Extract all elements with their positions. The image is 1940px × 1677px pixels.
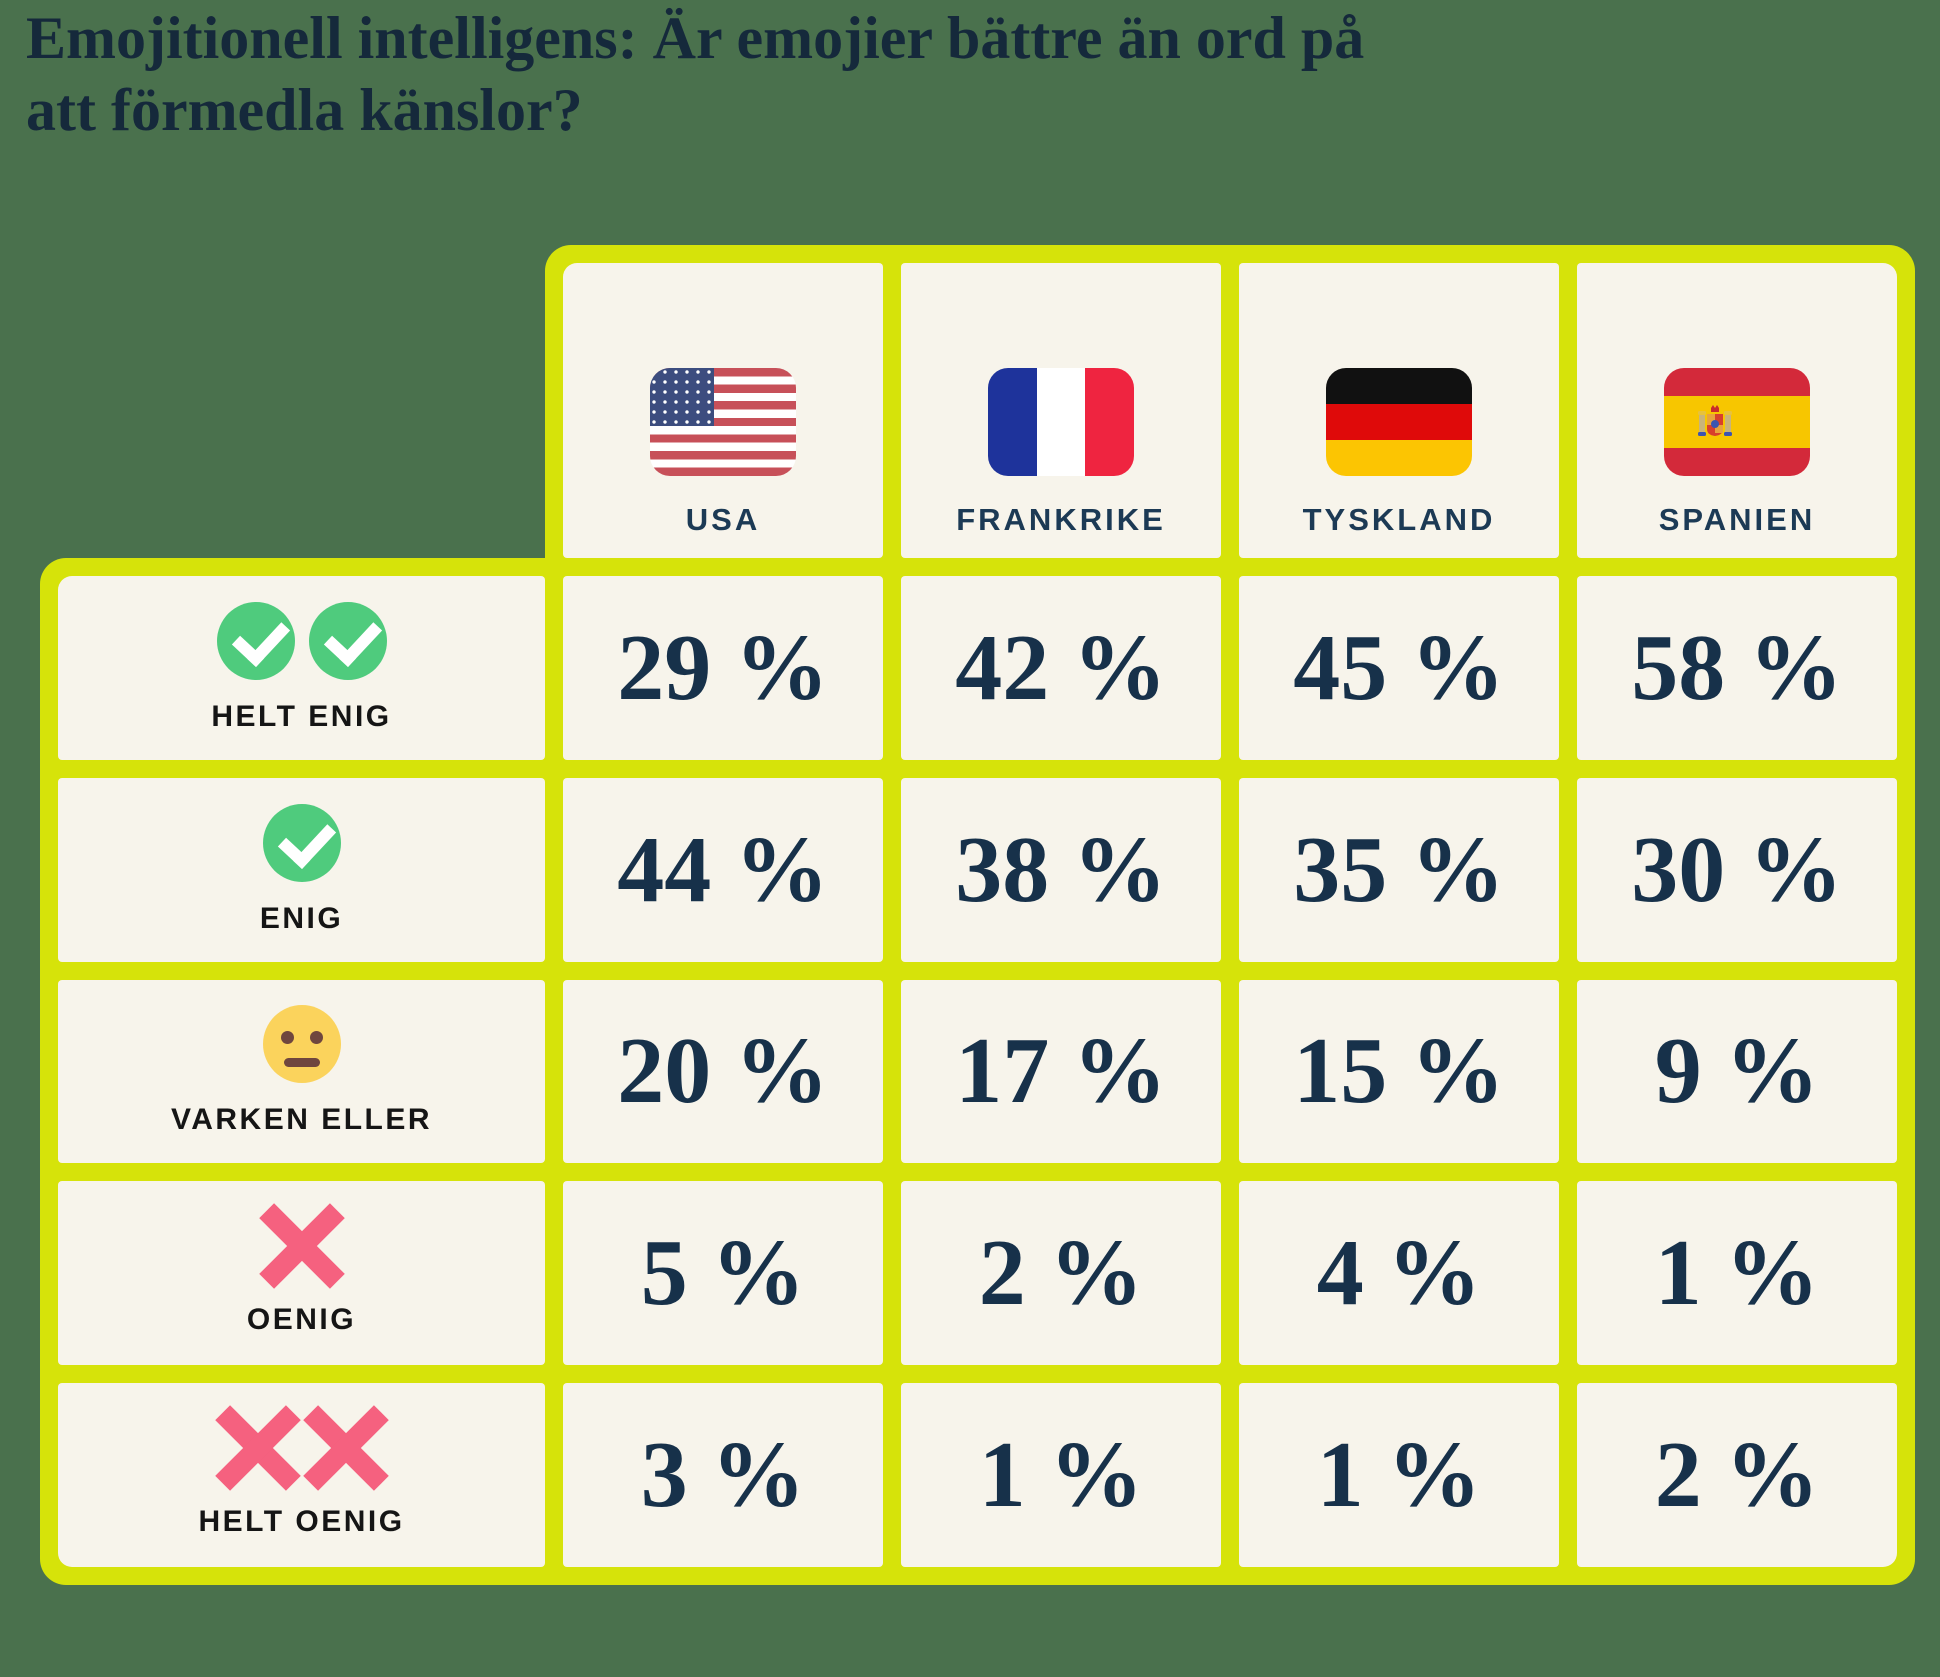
column-label: FRANKRIKE (956, 502, 1166, 537)
row-label: VARKEN ELLER (170, 1103, 433, 1137)
table-cell: 15 % (1239, 979, 1559, 1164)
table-cell: 45 % (1239, 576, 1559, 760)
row-header-helt-oenig: HELT OENIG (58, 1383, 545, 1567)
table-cell: 44 % (563, 777, 883, 962)
table-cell: 2 % (901, 1181, 1221, 1366)
row-header-enig: ENIG (58, 777, 545, 962)
table-cell: 5 % (563, 1181, 883, 1366)
table-cell: 58 % (1577, 576, 1897, 760)
column-header-tyskland: TYSKLAND (1239, 263, 1559, 558)
cross-mark-icon (221, 1411, 295, 1485)
table-cell: 30 % (1577, 777, 1897, 962)
title-line-1: Emojitionell intelligens: Är emojier bät… (26, 5, 1365, 71)
check-circle-icon (262, 803, 341, 882)
row-icons (262, 803, 341, 882)
neutral-face-icon (262, 1005, 341, 1084)
check-circle-icon (308, 601, 387, 680)
usa-flag-icon (650, 368, 796, 476)
row-icons (265, 1209, 339, 1283)
spain-flag-icon (1664, 368, 1810, 476)
page-title: Emojitionell intelligens: Är emojier bät… (26, 2, 1626, 146)
row-header-varken-eller: VARKEN ELLER (58, 979, 545, 1164)
row-label: HELT OENIG (198, 1505, 405, 1539)
column-header-frankrike: FRANKRIKE (901, 263, 1221, 558)
table-cell: 1 % (1577, 1181, 1897, 1366)
row-header-helt-enig: HELT ENIG (58, 576, 545, 760)
table-cell: 3 % (563, 1383, 883, 1567)
table-cell: 35 % (1239, 777, 1559, 962)
row-header-oenig: OENIG (58, 1181, 545, 1366)
column-label: SPANIEN (1658, 502, 1816, 537)
table-cell: 29 % (563, 576, 883, 760)
table-header-row: USA FRANKRIKE TYSKLAND SPANIEN (545, 245, 1915, 558)
table-cell: 2 % (1577, 1383, 1897, 1567)
cross-mark-icon (265, 1209, 339, 1283)
table-cell: 4 % (1239, 1181, 1559, 1366)
column-label: USA (685, 502, 761, 537)
row-icons (216, 601, 387, 680)
table-cell: 9 % (1577, 979, 1897, 1164)
table-cell: 20 % (563, 979, 883, 1164)
column-label: TYSKLAND (1302, 502, 1496, 537)
table-cell: 38 % (901, 777, 1221, 962)
row-icons (221, 1411, 383, 1485)
row-label: HELT ENIG (211, 699, 392, 733)
france-flag-icon (988, 368, 1134, 476)
check-circle-icon (216, 601, 295, 680)
table-cell: 1 % (901, 1383, 1221, 1567)
table-body: HELT ENIG 29 % 42 % 45 % 58 % ENIG 44 % … (40, 558, 1915, 1585)
usa-flag-canton (650, 368, 714, 426)
title-line-2: att förmedla känslor? (26, 77, 583, 143)
table-cell: 1 % (1239, 1383, 1559, 1567)
table-cell: 42 % (901, 576, 1221, 760)
row-label: ENIG (259, 901, 344, 935)
column-header-usa: USA (563, 263, 883, 558)
column-header-spanien: SPANIEN (1577, 263, 1897, 558)
table-cell: 17 % (901, 979, 1221, 1164)
row-label: OENIG (246, 1303, 357, 1337)
germany-flag-icon (1326, 368, 1472, 476)
spain-emblem (1698, 405, 1732, 436)
row-icons (262, 1005, 341, 1084)
cross-mark-icon (309, 1411, 383, 1485)
